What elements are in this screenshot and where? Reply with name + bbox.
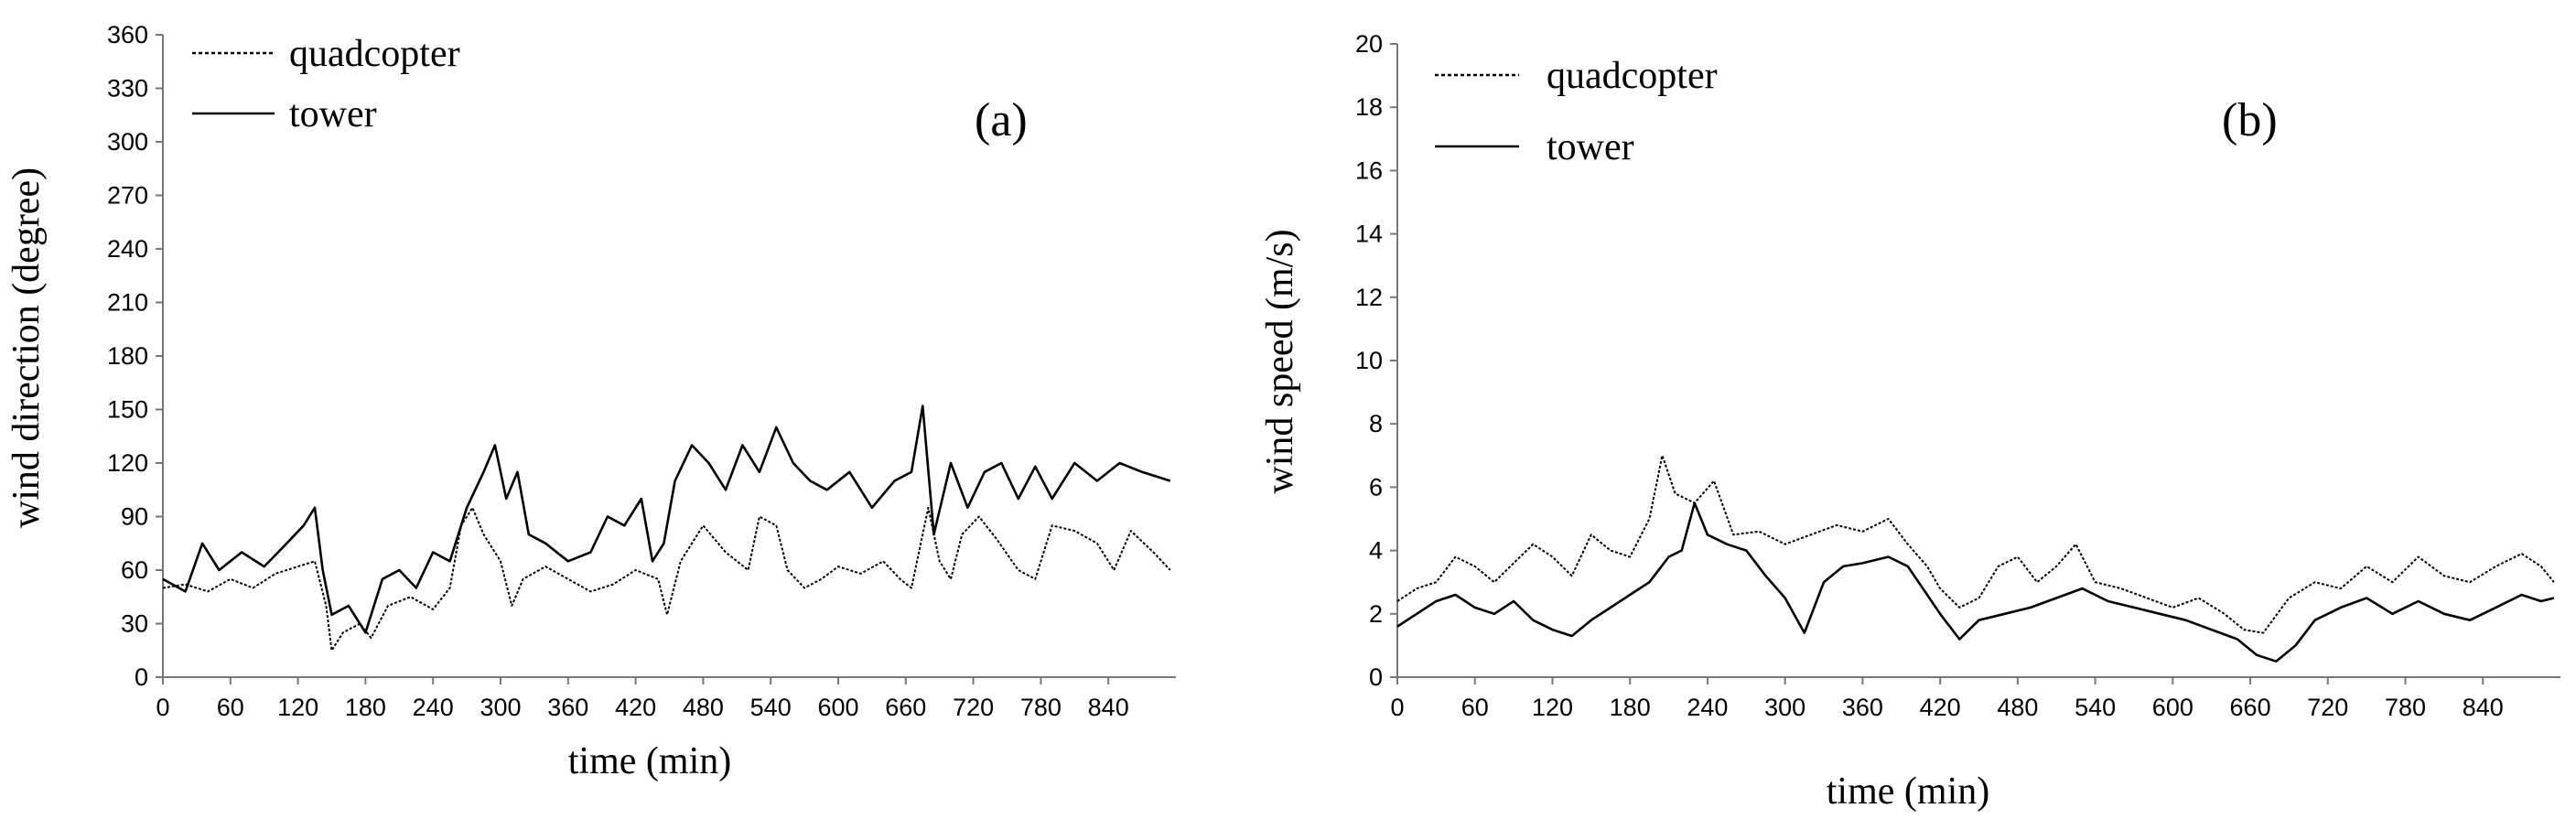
- panel-b: wind speed (m/s) time (min) (b) quadcopt…: [1259, 30, 2560, 813]
- a-y-tick-label: 360: [107, 21, 148, 48]
- a-y-tick-label: 240: [107, 235, 148, 263]
- b-series-quadcopter: [1396, 454, 2555, 634]
- panel-a: wind direction (degree) time (min) (a) q…: [5, 21, 1176, 782]
- b-y-tick-label: 18: [1355, 93, 1383, 121]
- b-x-tick-label: 720: [2307, 694, 2348, 721]
- a-x-tick-label: 60: [217, 694, 244, 721]
- a-y-tick-label: 0: [135, 663, 148, 691]
- b-x-tick-label: 480: [1997, 694, 2038, 721]
- b-y-tick-label: 12: [1355, 284, 1383, 311]
- b-x-tick-label: 60: [1461, 694, 1489, 721]
- a-y-tick-label: 180: [107, 342, 148, 370]
- a-series-quadcopter: [162, 506, 1171, 652]
- a-panel-label: (a): [975, 94, 1028, 146]
- b-legend-label-quadcopter: quadcopter: [1547, 55, 1718, 97]
- b-x-axis-title: time (min): [1827, 771, 1989, 813]
- a-x-tick-label: 720: [953, 694, 994, 721]
- b-x-tick-label: 360: [1842, 694, 1883, 721]
- b-y-tick-label: 4: [1369, 537, 1383, 565]
- b-y-tick-label: 20: [1355, 30, 1383, 58]
- b-legend: quadcopter tower: [1435, 55, 1718, 168]
- b-x-tick-label: 600: [2152, 694, 2193, 721]
- b-y-tick-label: 10: [1355, 347, 1383, 374]
- a-legend: quadcopter tower: [192, 33, 460, 135]
- b-y-tick-label: 6: [1369, 473, 1383, 501]
- a-x-tick-label: 540: [750, 694, 792, 721]
- a-x-tick-label: 660: [885, 694, 926, 721]
- a-x-tick-label: 300: [480, 694, 521, 721]
- a-x-tick-label: 840: [1088, 694, 1129, 721]
- b-x-tick-label: 300: [1764, 694, 1805, 721]
- a-x-tick-label: 240: [413, 694, 454, 721]
- a-y-tick-label: 120: [107, 449, 148, 477]
- a-x-tick-label: 600: [817, 694, 858, 721]
- a-x-tick-label: 420: [615, 694, 656, 721]
- a-x-tick-label: 780: [1020, 694, 1062, 721]
- b-x-tick-label: 540: [2075, 694, 2116, 721]
- b-x-tick-label: 840: [2463, 694, 2504, 721]
- b-x-tick-label: 240: [1687, 694, 1728, 721]
- b-y-tick-label: 14: [1355, 221, 1383, 248]
- a-y-tick-label: 150: [107, 396, 148, 424]
- a-axes: 0 30 60 90 120 150 180 210 240 270 300 330 360 0 60 120…: [107, 21, 1176, 721]
- b-x-tick-label: 120: [1532, 694, 1573, 721]
- b-x-tick-label: 660: [2230, 694, 2271, 721]
- b-axes: 0 2 4 6 8 10 12 14 16 18 20 0 60 120 180 240 300 360 420 48…: [1355, 30, 2560, 721]
- b-y-tick-label: 0: [1369, 663, 1383, 691]
- a-y-axis-title: wind direction (degree): [5, 167, 48, 528]
- b-panel-label: (b): [2222, 94, 2278, 146]
- a-legend-label-tower: tower: [289, 93, 377, 135]
- b-x-tick-label: 0: [1390, 694, 1404, 721]
- a-y-tick-label: 330: [107, 75, 148, 102]
- a-y-tick-label: 60: [121, 556, 148, 584]
- b-y-tick-label: 16: [1355, 156, 1383, 184]
- a-y-tick-label: 300: [107, 128, 148, 156]
- a-x-axis-title: time (min): [568, 740, 731, 782]
- b-y-tick-label: 8: [1369, 410, 1383, 437]
- b-y-tick-label: 2: [1369, 600, 1383, 628]
- a-series-tower: [162, 404, 1171, 634]
- a-y-tick-label: 210: [107, 289, 148, 317]
- b-x-tick-label: 180: [1610, 694, 1651, 721]
- a-x-tick-label: 480: [683, 694, 724, 721]
- b-y-axis-title: wind speed (m/s): [1259, 229, 1301, 493]
- a-x-tick-label: 180: [345, 694, 386, 721]
- a-legend-label-quadcopter: quadcopter: [289, 33, 460, 75]
- b-x-tick-label: 420: [1920, 694, 1961, 721]
- a-x-tick-label: 120: [277, 694, 318, 721]
- a-y-tick-label: 270: [107, 182, 148, 210]
- a-y-tick-label: 90: [121, 503, 148, 531]
- a-x-tick-label: 360: [547, 694, 588, 721]
- b-series-tower: [1396, 501, 2555, 663]
- b-legend-label-tower: tower: [1547, 126, 1634, 168]
- a-y-tick-label: 30: [121, 610, 148, 638]
- b-x-tick-label: 780: [2385, 694, 2426, 721]
- a-x-tick-label: 0: [156, 694, 169, 721]
